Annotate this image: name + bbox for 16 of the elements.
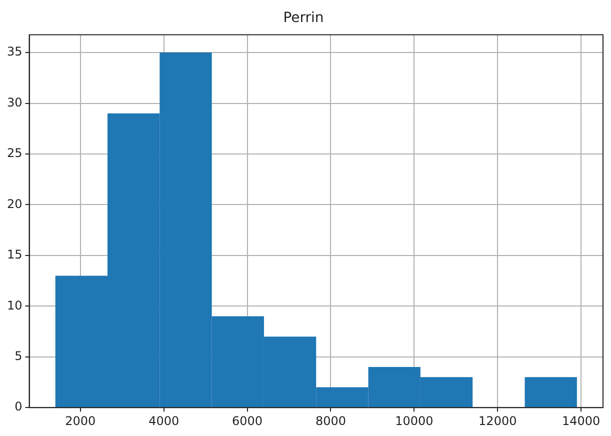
y-tick-label: 0 — [14, 400, 22, 414]
x-tick-label: 10000 — [395, 414, 434, 428]
y-tick-label: 10 — [6, 298, 22, 312]
y-tick-label: 15 — [6, 248, 22, 262]
x-tick-label: 14000 — [562, 414, 600, 428]
x-tick-label: 2000 — [65, 414, 96, 428]
y-tick-label: 20 — [6, 196, 22, 211]
x-tick-label: 4000 — [148, 414, 180, 428]
y-tick-label: 5 — [14, 349, 22, 364]
x-tick-label: 6000 — [232, 414, 263, 428]
chart-title: Perrin — [283, 10, 324, 26]
y-tick-label: 35 — [6, 44, 22, 59]
x-tick-label: 12000 — [478, 414, 517, 428]
y-tick-label: 30 — [6, 95, 22, 110]
x-tick-label: 8000 — [315, 414, 346, 428]
y-tick-label: 25 — [6, 146, 22, 160]
